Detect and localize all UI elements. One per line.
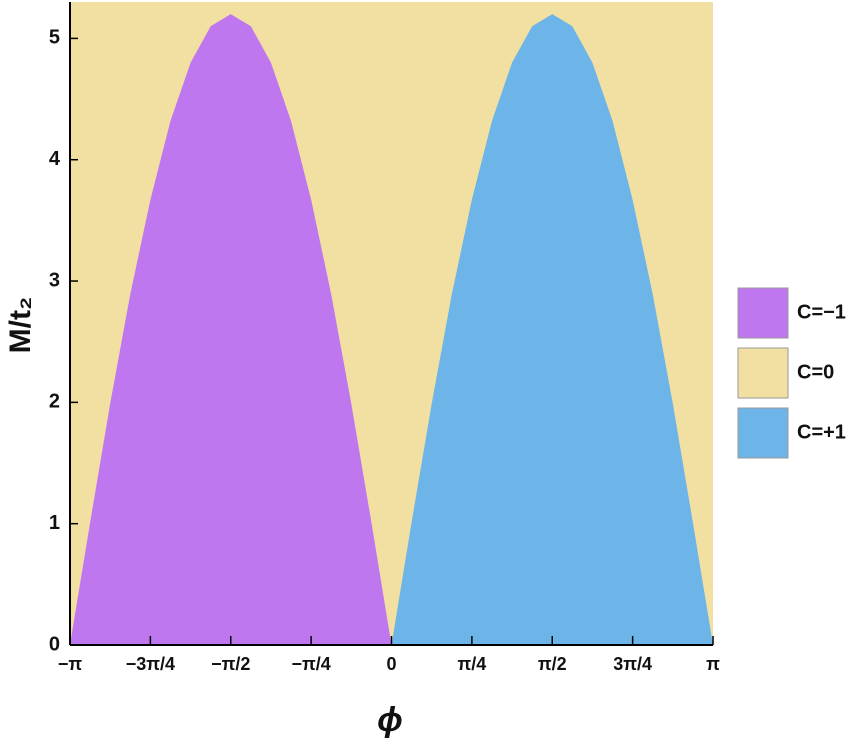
y-tick-label: 3 <box>49 269 60 291</box>
legend-label: C=−1 <box>797 301 846 323</box>
legend-swatch <box>737 407 789 459</box>
x-tick-label: −π/4 <box>291 654 330 674</box>
x-axis-label: ϕ <box>377 701 403 739</box>
x-tick-label: 3π/4 <box>613 654 652 674</box>
y-tick-label: 0 <box>49 633 60 655</box>
x-tick-label: π <box>706 654 720 674</box>
y-tick-label: 1 <box>49 512 60 534</box>
x-tick-label: π/4 <box>457 654 486 674</box>
x-tick-label: 0 <box>386 654 396 674</box>
x-tick-label: −3π/4 <box>126 654 175 674</box>
x-tick-label: −π <box>58 654 83 674</box>
legend-label: C=+1 <box>797 421 846 443</box>
y-tick-label: 4 <box>49 148 61 170</box>
phase-region <box>391 14 714 645</box>
legend-label: C=0 <box>797 361 834 383</box>
legend-swatch <box>737 287 789 339</box>
x-tick-label: π/2 <box>538 654 567 674</box>
y-tick-label: 5 <box>49 27 60 49</box>
phase-region <box>69 14 392 645</box>
x-tick-label: −π/2 <box>211 654 250 674</box>
legend-swatch <box>737 347 789 399</box>
y-tick-label: 2 <box>49 391 60 413</box>
y-axis-label: M/t₂ <box>4 297 37 354</box>
